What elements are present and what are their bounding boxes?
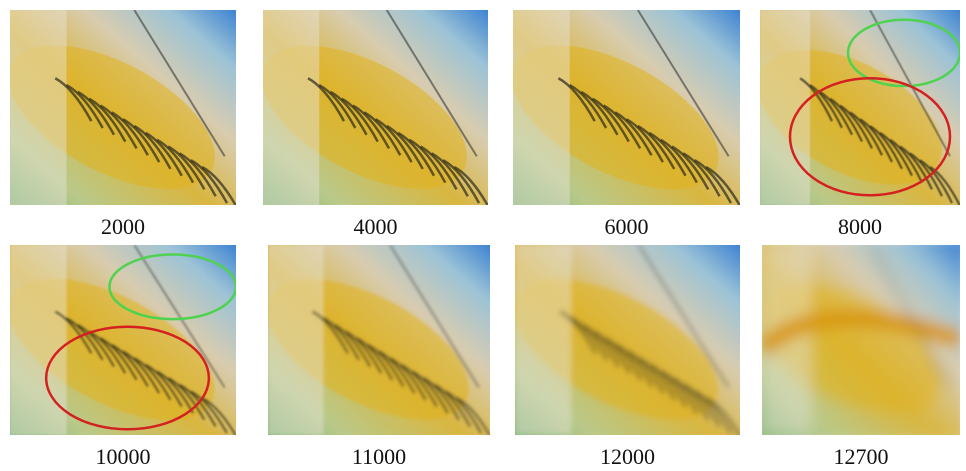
panel-caption: 12000 [508,444,748,470]
terrain-image [762,245,960,435]
panel-caption: 2000 [3,214,243,240]
terrain-image [760,10,960,205]
panel-caption: 6000 [507,214,747,240]
terrain-image [513,10,740,205]
terrain-image [515,245,740,435]
terrain-image [10,10,236,205]
figure: 2000 4000 60008000 10000 11000 1200012700 [0,0,966,471]
terrain-image [263,10,488,205]
panel-caption: 12700 [741,444,966,470]
panel-caption: 4000 [256,214,496,240]
terrain-image [268,245,490,435]
panel-caption: 10000 [3,444,243,470]
terrain-image [10,245,236,435]
panel-caption: 11000 [259,444,499,470]
panel-caption: 8000 [740,214,966,240]
